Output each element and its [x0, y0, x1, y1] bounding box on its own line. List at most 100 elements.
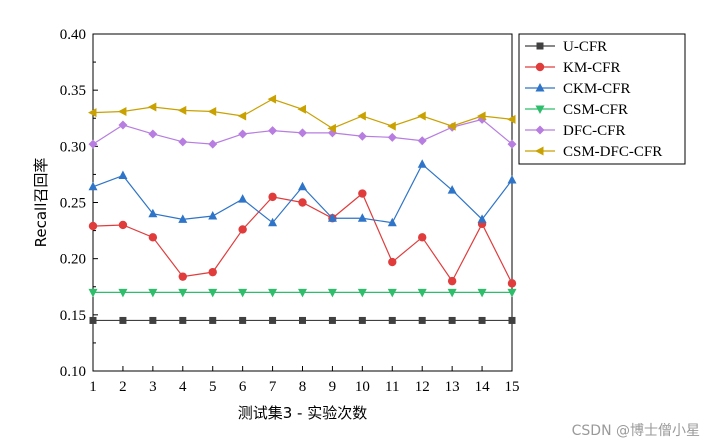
- data-point: [89, 316, 97, 324]
- data-point: [268, 217, 278, 227]
- data-point: [239, 316, 247, 324]
- x-tick-label: 15: [505, 379, 520, 395]
- legend-label: CSM-DFC-CFR: [563, 144, 662, 160]
- legend: U-CFR KM-CFR CKM-CFR CSM-CFR DFC-CFR CSM-DFC-…: [518, 33, 686, 165]
- data-point: [208, 210, 218, 220]
- data-point: [327, 213, 337, 222]
- data-point: [327, 288, 337, 298]
- data-point: [148, 129, 158, 139]
- x-tick-label: 6: [239, 379, 247, 395]
- series-layer: [88, 94, 517, 324]
- data-point: [238, 288, 248, 298]
- legend-label: CKM-CFR: [563, 81, 631, 97]
- legend-label: DFC-CFR: [563, 123, 626, 139]
- legend-marker: [536, 42, 544, 50]
- data-point: [327, 123, 336, 133]
- legend-item: CSM-DFC-CFR: [525, 144, 662, 160]
- y-tick-label: 0.10: [60, 364, 86, 380]
- data-point: [268, 192, 277, 202]
- x-tick-label: 2: [119, 379, 127, 395]
- data-point: [417, 159, 427, 168]
- data-point: [238, 129, 248, 139]
- data-point: [298, 288, 307, 298]
- data-point: [298, 198, 307, 207]
- data-point: [388, 316, 396, 324]
- data-point: [297, 104, 306, 114]
- legend-marker: [535, 62, 545, 72]
- data-point: [418, 233, 427, 242]
- data-point: [448, 316, 456, 324]
- legend-label: CSM-CFR: [563, 102, 628, 118]
- data-point: [88, 108, 97, 118]
- x-tick-label: 12: [415, 379, 430, 395]
- data-point: [149, 316, 157, 324]
- legend-item: DFC-CFR: [525, 123, 626, 139]
- data-point: [178, 272, 187, 281]
- x-tick-label: 4: [179, 379, 187, 395]
- x-tick-label: 1: [89, 379, 97, 395]
- data-point: [177, 105, 187, 115]
- x-tick-label: 3: [149, 379, 157, 395]
- legend-label: U-CFR: [563, 39, 607, 55]
- data-point: [417, 111, 426, 121]
- x-axis-title: 测试集3 - 实验次数: [238, 404, 368, 422]
- watermark: CSDN @博士僧小星: [571, 423, 700, 439]
- data-point: [118, 288, 128, 298]
- data-point: [387, 132, 397, 142]
- x-tick-label: 14: [475, 379, 491, 395]
- legend-marker: [535, 105, 545, 114]
- legend-marker: [535, 146, 544, 156]
- data-point: [118, 170, 128, 180]
- data-point: [88, 139, 98, 149]
- data-point: [418, 316, 426, 324]
- data-point: [148, 288, 158, 298]
- data-point: [508, 316, 516, 324]
- x-tick-label: 8: [299, 379, 307, 395]
- data-point: [268, 126, 278, 136]
- data-point: [178, 214, 188, 223]
- data-point: [178, 288, 188, 298]
- data-point: [208, 139, 218, 149]
- data-point: [119, 316, 127, 324]
- data-point: [417, 136, 427, 146]
- x-tick-label: 13: [445, 379, 460, 395]
- data-point: [238, 225, 247, 234]
- x-tick-label: 9: [329, 379, 337, 395]
- data-point: [88, 221, 98, 231]
- data-point: [507, 288, 517, 298]
- legend-item: KM-CFR: [525, 60, 621, 76]
- data-point: [298, 128, 307, 138]
- data-point: [387, 288, 397, 298]
- data-point: [267, 94, 277, 104]
- data-point: [88, 181, 98, 191]
- x-tick-label: 10: [355, 379, 370, 395]
- data-point: [208, 288, 218, 298]
- data-point: [447, 288, 457, 298]
- y-tick-label: 0.20: [60, 252, 86, 268]
- data-point: [299, 316, 306, 324]
- data-point: [358, 189, 367, 198]
- data-point: [209, 316, 217, 324]
- plot-axes: 1 2 3 4 5 6 7 8 9 10 11 12 13 14 150.100.150.200.250.3…: [60, 27, 520, 395]
- data-point: [178, 137, 188, 147]
- x-tick-label: 7: [269, 379, 277, 395]
- y-tick-label: 0.40: [60, 27, 86, 43]
- data-point: [387, 217, 397, 227]
- data-point: [507, 139, 517, 149]
- data-point: [477, 111, 486, 121]
- series-u-cfr: [89, 316, 516, 324]
- data-point: [507, 279, 517, 288]
- data-point: [298, 181, 307, 191]
- data-point: [117, 107, 127, 117]
- legend-item: U-CFR: [525, 39, 607, 55]
- data-point: [148, 233, 158, 242]
- data-point: [507, 175, 517, 184]
- data-point: [328, 316, 336, 324]
- data-point: [358, 316, 366, 324]
- data-point: [417, 288, 427, 298]
- data-point: [357, 213, 367, 222]
- data-point: [207, 107, 217, 117]
- data-point: [269, 316, 277, 324]
- series-km-cfr: [88, 189, 517, 288]
- legend-marker: [535, 83, 545, 92]
